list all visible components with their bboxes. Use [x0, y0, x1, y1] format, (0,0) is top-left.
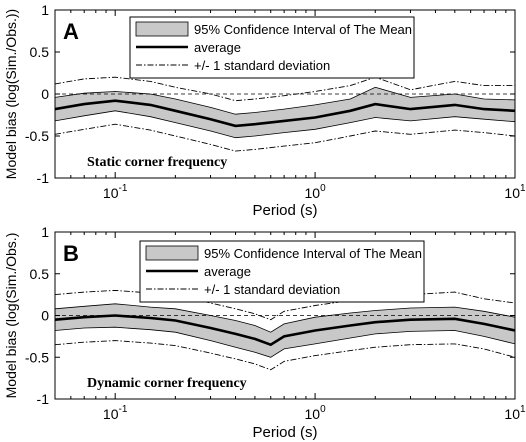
- plus-std-line: [55, 76, 515, 102]
- x-tick-label: 100: [305, 404, 327, 422]
- y-tick-label: 0: [41, 308, 49, 324]
- minus-std-line: [55, 340, 515, 371]
- panel-label: B: [63, 241, 79, 266]
- panel-label: A: [63, 19, 79, 44]
- x-tick-label: 100: [305, 183, 327, 201]
- legend-label: 95% Confidence Interval of The Mean: [204, 246, 422, 261]
- plus-std-line: [55, 289, 515, 321]
- x-tick-label: 10-1: [103, 404, 128, 422]
- y-tick-label: 0: [41, 86, 49, 102]
- confidence-band: [55, 303, 515, 358]
- minus-std-line: [55, 123, 515, 152]
- plot-area: [55, 289, 515, 371]
- legend-label: +/- 1 standard deviation: [204, 282, 340, 297]
- x-tick-label: 10-1: [103, 183, 128, 201]
- annotation: Static corner frequency: [87, 155, 227, 170]
- x-tick-label: 101: [504, 183, 526, 201]
- legend-label: average: [194, 40, 241, 55]
- x-axis-label: Period (s): [252, 424, 317, 441]
- legend-swatch-ci: [145, 245, 199, 261]
- y-tick-label: 0.5: [30, 44, 50, 60]
- legend: 95% Confidence Interval of The Mean avera…: [139, 240, 425, 303]
- confidence-band: [55, 86, 515, 139]
- average-line: [55, 99, 515, 128]
- panel-a: 1 0.5 0 -0.5 -1 10-1 100 101 Period (s) Model bia…: [3, 2, 526, 219]
- plot-area: [55, 76, 515, 152]
- average-line: [55, 314, 515, 347]
- legend: 95% Confidence Interval of The Mean avera…: [129, 16, 415, 79]
- legend-label: 95% Confidence Interval of The Mean: [194, 22, 412, 37]
- y-tick-label: -0.5: [25, 349, 49, 365]
- y-axis-label: Model bias (log(Sim./Obs.): [3, 233, 19, 399]
- legend-label: +/- 1 standard deviation: [194, 58, 330, 73]
- y-tick-label: -1: [37, 391, 50, 407]
- y-tick-label: -0.5: [25, 128, 49, 144]
- legend-swatch-ci: [135, 21, 189, 37]
- annotation: Dynamic corner frequency: [87, 376, 247, 391]
- y-tick-label: 1: [41, 2, 49, 18]
- legend-label: average: [204, 264, 251, 279]
- y-tick-label: 1: [41, 224, 49, 240]
- x-axis-label: Period (s): [252, 202, 317, 219]
- y-tick-label: 0.5: [30, 266, 50, 282]
- y-tick-label: -1: [37, 170, 50, 186]
- y-axis-label: Model bias (log(Sim./Obs.)): [3, 9, 19, 179]
- panel-b: 1 0.5 0 -0.5 -1 10-1 100 101 Period (s) Model bia…: [3, 224, 526, 441]
- x-tick-label: 101: [504, 404, 526, 422]
